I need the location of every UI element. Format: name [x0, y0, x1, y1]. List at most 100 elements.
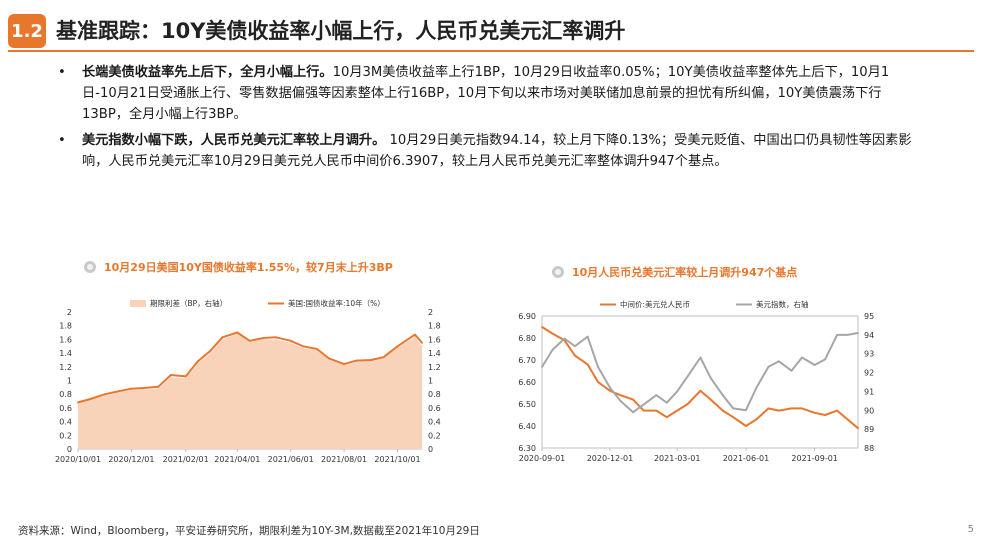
data-point — [676, 390, 679, 393]
y-left-tick-label: 0.8 — [59, 390, 72, 399]
data-point — [116, 390, 119, 393]
data-point — [755, 386, 758, 389]
y-right-tick-label: 92 — [864, 369, 874, 378]
source-note: 资料来源：Wind，Bloomberg，平安证券研究所，期限利差为10Y-3M,… — [18, 525, 480, 537]
y-left-tick-label: 6.90 — [518, 312, 536, 321]
legend-label: 美元指数，右轴 — [756, 299, 809, 309]
data-point — [655, 394, 658, 397]
page-number: 5 — [967, 524, 974, 535]
data-point — [767, 407, 770, 410]
y-left-tick-label: 6.70 — [518, 356, 536, 365]
data-point — [274, 336, 277, 339]
y-left-tick-label: 6.40 — [518, 422, 536, 431]
title-divider — [8, 50, 974, 52]
y-right-tick-label: 1.2 — [428, 363, 441, 372]
data-point — [370, 359, 373, 361]
y-left-tick-label: 1.2 — [59, 363, 72, 372]
data-point — [732, 407, 735, 410]
data-point — [574, 354, 576, 357]
data-point — [824, 358, 826, 361]
data-point — [316, 348, 318, 350]
y-right-tick-label: 2 — [428, 308, 433, 317]
data-point — [824, 414, 826, 416]
data-point — [262, 337, 265, 339]
chart-1-title: 10月29日美国10Y国债收益率1.55%，较7月末上升3BP — [84, 259, 393, 275]
data-point — [846, 418, 849, 421]
data-point — [745, 425, 747, 427]
data-point — [755, 418, 758, 421]
y-left-tick-label: 0.4 — [59, 418, 72, 427]
page-title: 基准跟踪：10Y美债收益率小幅上行，人民币兑美元汇率调升 — [56, 19, 626, 43]
data-point — [836, 334, 838, 336]
data-point — [836, 409, 838, 412]
data-point — [396, 345, 399, 348]
y-left-tick-label: 6.60 — [518, 378, 536, 387]
legend-label: 中间价:美元兑人民币 — [620, 299, 690, 309]
chart-2-title: 10月人民币兑美元汇率较上月调升947个基点 — [552, 264, 797, 280]
data-point — [274, 338, 277, 341]
data-point — [655, 409, 658, 412]
series-line-2 — [541, 332, 859, 414]
bullet-1-text: 10月3M美债收益率上行1BP，10月29日收益率0.05%；10Y美债收益率整… — [82, 65, 890, 122]
data-point — [721, 409, 724, 412]
y-left-tick-label: 0.6 — [59, 404, 72, 413]
data-point — [609, 389, 611, 392]
data-point — [699, 356, 702, 359]
bullet-list: • 长端美债收益率先上后下，全月小幅上行。10月3M美债收益率上行1BP，10月… — [58, 62, 920, 177]
data-point — [355, 359, 358, 362]
y-left-tick-label: 1.6 — [59, 335, 72, 344]
data-point — [846, 334, 849, 336]
x-tick-label: 2021/06/01 — [268, 455, 314, 464]
bullet-2-text: 10月29日美元指数94.14，较上月下降0.13%；受美元贬值、中国出口仍具韧… — [82, 133, 912, 169]
data-point — [642, 409, 645, 412]
data-point — [665, 401, 668, 404]
data-point — [130, 387, 133, 390]
data-point — [221, 336, 224, 339]
data-point — [142, 387, 145, 389]
data-point — [77, 401, 79, 404]
x-tick-label: 2021/08/01 — [321, 455, 367, 464]
y-right-tick-label: 88 — [864, 444, 874, 453]
y-right-tick-label: 0.4 — [428, 418, 441, 427]
y-left-tick-label: 6.80 — [518, 334, 536, 343]
data-point — [586, 335, 589, 338]
data-point — [709, 377, 712, 380]
y-left-tick-label: 6.50 — [518, 400, 536, 409]
y-right-tick-label: 90 — [864, 406, 874, 415]
x-tick-label: 2021/02/01 — [163, 455, 209, 464]
data-point — [89, 398, 92, 400]
y-left-tick-label: 1 — [67, 377, 72, 386]
data-point — [676, 409, 679, 412]
chart-1-title-text: 10月29日美国10Y国债收益率1.55%，较7月末上升3BP — [104, 261, 393, 274]
series-area-1 — [78, 333, 422, 449]
data-point — [721, 394, 724, 397]
data-point — [551, 349, 554, 351]
data-point — [790, 369, 793, 372]
y-right-tick-label: 0 — [428, 445, 433, 454]
data-point — [421, 341, 423, 344]
y-right-tick-label: 89 — [864, 425, 874, 434]
data-point — [209, 350, 212, 352]
data-point — [302, 345, 304, 348]
data-point — [289, 339, 292, 342]
data-point — [686, 375, 689, 378]
y-right-tick-label: 94 — [864, 331, 874, 340]
bullet-item-1: • 长端美债收益率先上后下，全月小幅上行。10月3M美债收益率上行1BP，10月… — [58, 62, 920, 125]
data-point — [745, 409, 747, 412]
y-right-tick-label: 91 — [864, 387, 874, 396]
bullet-1-heading: 长端美债收益率先上后下，全月小幅上行。 — [82, 65, 333, 80]
bullet-marker: • — [58, 65, 66, 80]
data-point — [665, 416, 668, 419]
data-point — [632, 411, 634, 414]
bullet-2-heading: 美元指数小幅下跌，人民币兑美元汇率较上月调升。 — [82, 133, 386, 148]
data-point — [551, 332, 554, 335]
data-point — [184, 377, 187, 380]
y-left-tick-label: 2 — [67, 308, 72, 317]
legend-label: 期限利差（BP，右轴） — [150, 298, 227, 308]
data-point — [642, 403, 645, 406]
y-right-tick-label: 95 — [864, 312, 874, 321]
x-tick-label: 2021-03-01 — [654, 454, 701, 463]
y-left-tick-label: 1.8 — [59, 322, 72, 331]
x-tick-label: 2020-09-01 — [519, 454, 566, 463]
y-left-tick-label: 0 — [67, 445, 72, 454]
